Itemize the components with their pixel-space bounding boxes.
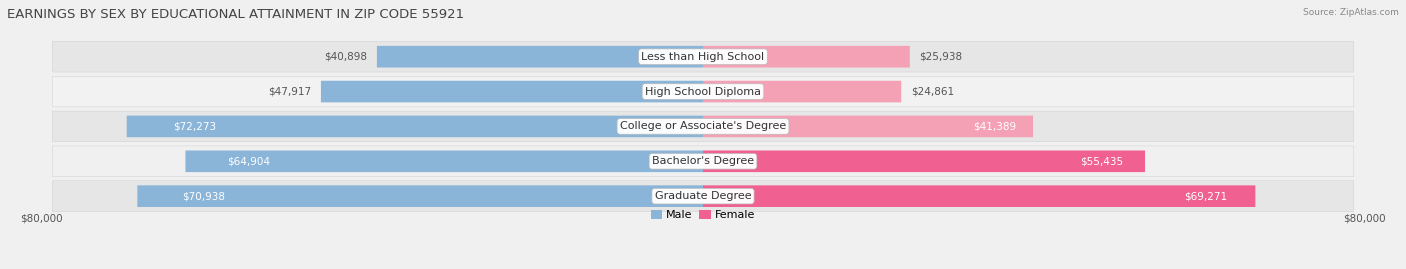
Text: $70,938: $70,938 <box>183 191 225 201</box>
Text: College or Associate's Degree: College or Associate's Degree <box>620 121 786 132</box>
Text: $47,917: $47,917 <box>269 87 311 97</box>
Text: $80,000: $80,000 <box>1343 214 1385 224</box>
Text: $25,938: $25,938 <box>920 52 963 62</box>
Text: EARNINGS BY SEX BY EDUCATIONAL ATTAINMENT IN ZIP CODE 55921: EARNINGS BY SEX BY EDUCATIONAL ATTAINMEN… <box>7 8 464 21</box>
FancyBboxPatch shape <box>186 150 703 172</box>
FancyBboxPatch shape <box>52 41 1354 72</box>
FancyBboxPatch shape <box>52 146 1354 177</box>
FancyBboxPatch shape <box>703 185 1256 207</box>
Legend: Male, Female: Male, Female <box>647 205 759 224</box>
Text: Source: ZipAtlas.com: Source: ZipAtlas.com <box>1303 8 1399 17</box>
FancyBboxPatch shape <box>703 46 910 68</box>
Text: Bachelor's Degree: Bachelor's Degree <box>652 156 754 166</box>
FancyBboxPatch shape <box>377 46 703 68</box>
FancyBboxPatch shape <box>52 111 1354 142</box>
FancyBboxPatch shape <box>321 81 703 102</box>
FancyBboxPatch shape <box>703 116 1033 137</box>
Text: High School Diploma: High School Diploma <box>645 87 761 97</box>
Text: $69,271: $69,271 <box>1185 191 1227 201</box>
Text: $55,435: $55,435 <box>1080 156 1123 166</box>
Text: $40,898: $40,898 <box>325 52 367 62</box>
FancyBboxPatch shape <box>138 185 703 207</box>
Text: Less than High School: Less than High School <box>641 52 765 62</box>
Text: $72,273: $72,273 <box>173 121 217 132</box>
Text: $80,000: $80,000 <box>21 214 63 224</box>
FancyBboxPatch shape <box>127 116 703 137</box>
Text: Graduate Degree: Graduate Degree <box>655 191 751 201</box>
Text: $41,389: $41,389 <box>973 121 1017 132</box>
FancyBboxPatch shape <box>703 81 901 102</box>
Text: $24,861: $24,861 <box>911 87 953 97</box>
FancyBboxPatch shape <box>703 150 1144 172</box>
FancyBboxPatch shape <box>52 181 1354 211</box>
FancyBboxPatch shape <box>52 76 1354 107</box>
Text: $64,904: $64,904 <box>226 156 270 166</box>
